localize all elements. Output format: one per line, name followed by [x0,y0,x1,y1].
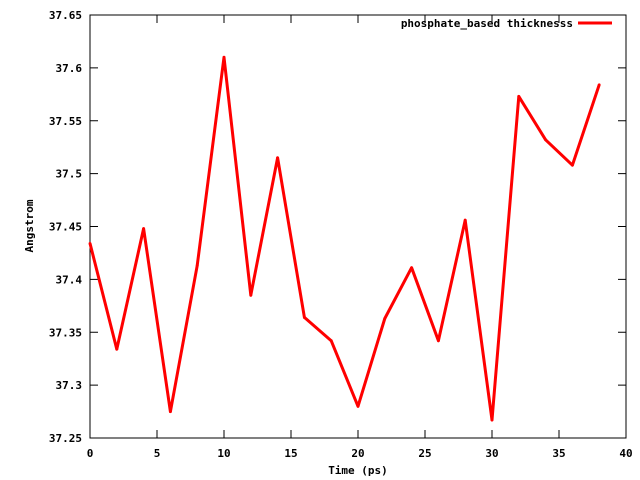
series-line [88,55,601,422]
x-tick-label: 5 [154,447,161,460]
data-point [142,227,146,231]
data-point [88,242,92,245]
x-tick-label: 30 [485,447,498,460]
x-tick-label: 25 [418,447,431,460]
data-point [115,347,119,351]
x-tick-label: 0 [87,447,94,460]
y-tick-label: 37.35 [49,326,82,339]
data-point [169,410,172,413]
plot-frame [89,14,627,439]
data-point [222,55,226,59]
y-axis-ticks: 37.25 37.3 37.35 37.4 37.45 37.5 37.55 37.6 37.6… [49,9,626,445]
data-point [410,266,413,270]
y-tick-label: 37.55 [49,115,82,128]
x-tick-label: 10 [217,447,230,460]
x-tick-label: 20 [351,447,364,460]
data-point [249,293,253,297]
data-point [276,156,279,160]
data-point [383,317,387,320]
data-point [437,339,440,343]
data-point [356,404,360,408]
legend: phosphate_based thicknesss [401,17,612,30]
data-point [490,418,494,422]
legend-label: phosphate_based thicknesss [401,17,573,30]
data-point [517,95,521,98]
y-tick-label: 37.65 [49,9,82,22]
data-point [303,316,306,319]
y-tick-label: 37.3 [56,379,83,392]
data-point [463,218,467,222]
data-point [329,339,333,343]
y-axis-title: Angstrom [23,199,36,252]
data-point [544,138,547,142]
y-tick-label: 37.4 [56,273,83,286]
x-tick-label: 35 [552,447,565,460]
x-tick-label: 40 [619,447,632,460]
x-axis-ticks: 0 5 10 15 20 25 30 35 40 [87,15,633,460]
data-point [571,163,574,167]
y-tick-label: 37.5 [56,168,83,181]
y-tick-label: 37.25 [49,432,82,445]
data-point [195,264,199,268]
x-axis-title: Time (ps) [328,464,388,477]
series-layer [88,55,601,422]
y-tick-label: 37.6 [56,62,83,75]
y-tick-label: 37.45 [49,221,82,234]
x-tick-label: 15 [284,447,297,460]
data-point [597,83,601,87]
